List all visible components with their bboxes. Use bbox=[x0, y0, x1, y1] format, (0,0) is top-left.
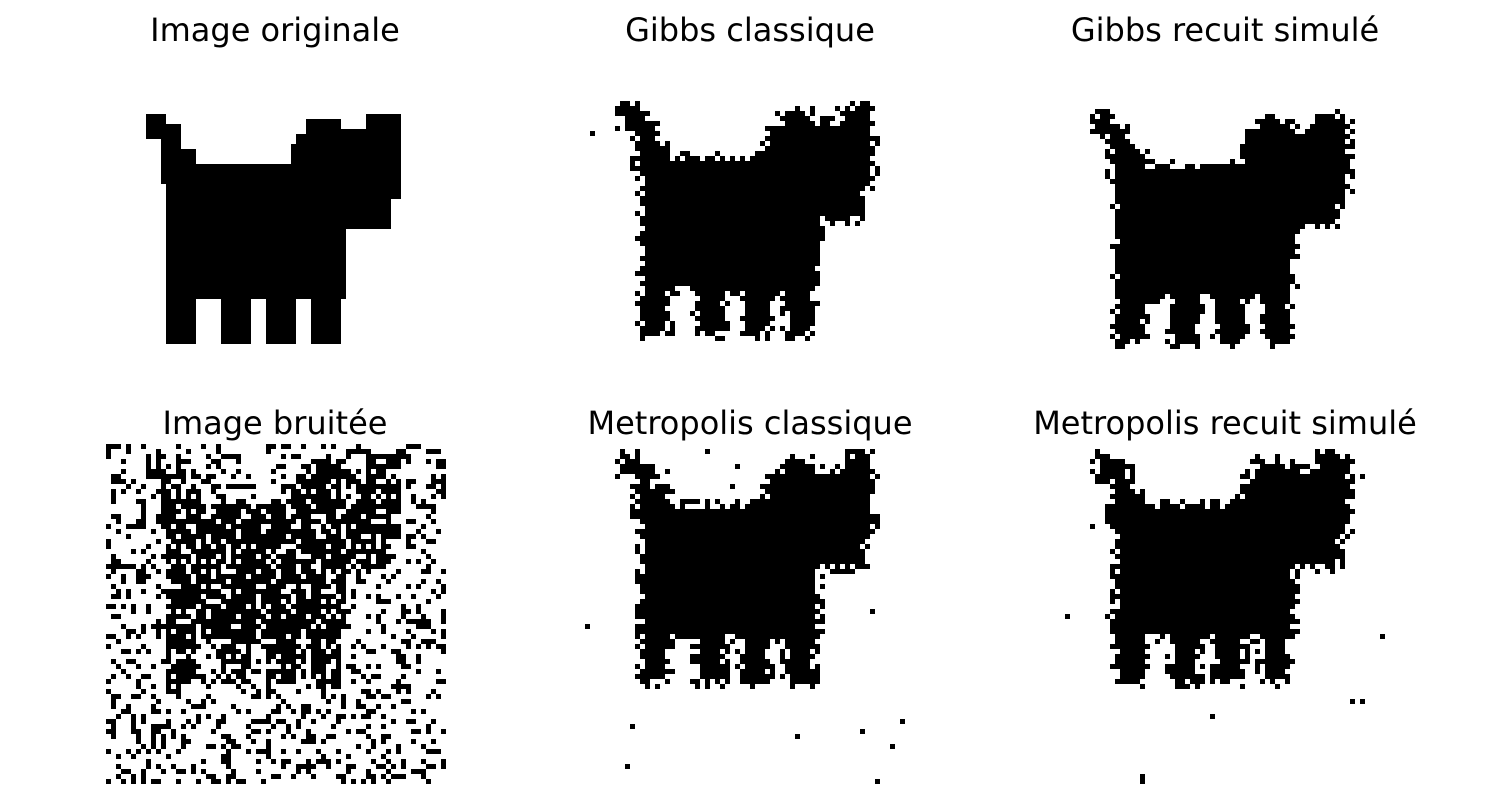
image-gibbs-annealing bbox=[1055, 104, 1395, 444]
panel-title-metropolis-classic: Metropolis classique bbox=[587, 404, 913, 442]
gibbs-classic-canvas bbox=[580, 96, 920, 436]
gibbs-annealing-canvas bbox=[1055, 104, 1395, 444]
noisy-canvas bbox=[106, 444, 446, 784]
metropolis-classic-canvas bbox=[580, 444, 920, 784]
image-gibbs-classic bbox=[580, 96, 920, 436]
image-metropolis-classic bbox=[580, 444, 920, 784]
image-metropolis-annealing bbox=[1055, 444, 1395, 784]
panel-title-gibbs-annealing: Gibbs recuit simulé bbox=[1070, 11, 1380, 49]
panel-title-noisy: Image bruitée bbox=[162, 404, 388, 442]
image-noisy bbox=[106, 444, 446, 784]
metropolis-annealing-canvas bbox=[1055, 444, 1395, 784]
panel-title-metropolis-annealing: Metropolis recuit simulé bbox=[1033, 404, 1417, 442]
original-canvas bbox=[106, 104, 446, 444]
panel-title-original: Image originale bbox=[150, 11, 400, 49]
panel-title-gibbs-classic: Gibbs classique bbox=[625, 11, 875, 49]
image-original bbox=[106, 104, 446, 444]
